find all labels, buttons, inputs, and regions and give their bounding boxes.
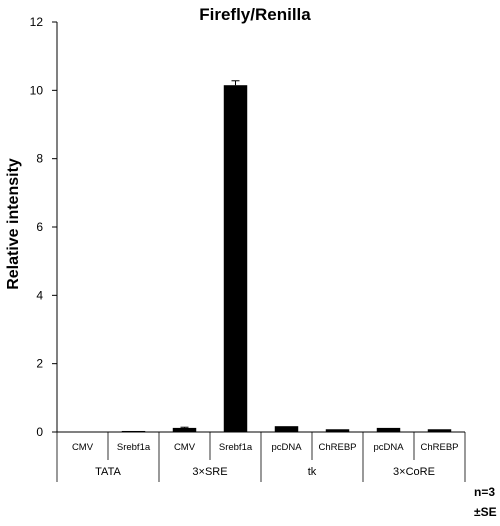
group-labels: TATA 3×SRE tk 3×CoRE [95, 466, 435, 478]
category-label: Srebf1a [117, 442, 151, 453]
group-label: 3×CoRE [393, 466, 435, 478]
bar [223, 85, 248, 432]
group-label: TATA [95, 466, 121, 478]
y-ticks: 0 2 4 6 8 10 12 [30, 15, 57, 439]
error-bars [180, 80, 240, 428]
category-label: Srebf1a [219, 442, 253, 453]
bar [427, 429, 452, 432]
y-axis-label: Relative intensity [5, 158, 22, 290]
notes: n=3 ±SE [474, 485, 497, 519]
bar [172, 427, 197, 432]
bar [121, 430, 146, 432]
y-tick-label: 2 [36, 357, 43, 371]
category-label: ChREBP [318, 442, 356, 453]
axes [56, 22, 466, 482]
bars [121, 85, 452, 432]
category-labels: CMV Srebf1a CMV Srebf1a pcDNA ChREBP pcDNA ChRE… [72, 442, 459, 453]
bar [376, 427, 401, 432]
category-label: CMV [174, 442, 196, 453]
y-tick-label: 10 [30, 83, 44, 97]
group-label: 3×SRE [192, 466, 227, 478]
y-tick-label: 4 [36, 288, 43, 302]
category-label: CMV [72, 442, 94, 453]
chart-note: ±SE [474, 505, 497, 519]
category-label: pcDNA [271, 442, 302, 453]
category-label: pcDNA [373, 442, 404, 453]
bar [274, 426, 299, 432]
chart-title: Firefly/Renilla [199, 5, 311, 24]
y-tick-label: 6 [36, 220, 43, 234]
chart-note: n=3 [474, 485, 495, 499]
y-tick-label: 8 [36, 152, 43, 166]
bar [325, 429, 350, 432]
y-tick-label: 12 [30, 15, 44, 29]
group-label: tk [308, 466, 317, 478]
category-label: ChREBP [420, 442, 458, 453]
y-tick-label: 0 [36, 425, 43, 439]
